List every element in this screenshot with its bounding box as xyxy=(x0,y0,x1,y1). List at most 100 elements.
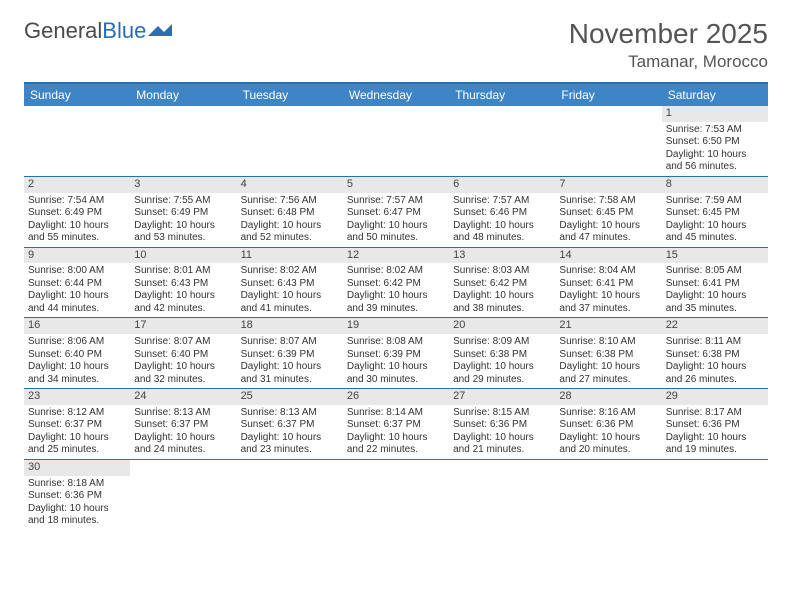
daylight-line: Daylight: 10 hours and 31 minutes. xyxy=(241,361,339,386)
calendar-day: 20Sunrise: 8:09 AMSunset: 6:38 PMDayligh… xyxy=(449,318,555,388)
daylight-line: Daylight: 10 hours and 41 minutes. xyxy=(241,290,339,315)
day-body: Sunrise: 7:55 AMSunset: 6:49 PMDaylight:… xyxy=(130,193,236,247)
calendar-empty xyxy=(24,106,130,176)
day-number: 30 xyxy=(24,460,130,476)
daylight-line: Daylight: 10 hours and 29 minutes. xyxy=(453,361,551,386)
logo-general: General xyxy=(24,18,102,43)
sunrise-line: Sunrise: 8:06 AM xyxy=(28,336,126,349)
day-number: 19 xyxy=(343,318,449,334)
calendar-day: 26Sunrise: 8:14 AMSunset: 6:37 PMDayligh… xyxy=(343,389,449,459)
daylight-line: Daylight: 10 hours and 50 minutes. xyxy=(347,220,445,245)
sunrise-line: Sunrise: 8:02 AM xyxy=(347,265,445,278)
calendar-week: 9Sunrise: 8:00 AMSunset: 6:44 PMDaylight… xyxy=(24,248,768,319)
sunrise-line: Sunrise: 7:57 AM xyxy=(347,195,445,208)
calendar-day: 3Sunrise: 7:55 AMSunset: 6:49 PMDaylight… xyxy=(130,177,236,247)
sunrise-line: Sunrise: 8:18 AM xyxy=(28,478,126,491)
sunset-line: Sunset: 6:46 PM xyxy=(453,207,551,220)
logo-blue: Blue xyxy=(102,18,146,43)
day-body: Sunrise: 8:02 AMSunset: 6:43 PMDaylight:… xyxy=(237,263,343,317)
day-body: Sunrise: 8:07 AMSunset: 6:40 PMDaylight:… xyxy=(130,334,236,388)
calendar-empty xyxy=(449,460,555,530)
calendar-empty xyxy=(662,460,768,530)
calendar-day: 9Sunrise: 8:00 AMSunset: 6:44 PMDaylight… xyxy=(24,248,130,318)
sunrise-line: Sunrise: 8:16 AM xyxy=(559,407,657,420)
daylight-line: Daylight: 10 hours and 34 minutes. xyxy=(28,361,126,386)
calendar-empty xyxy=(343,460,449,530)
sunrise-line: Sunrise: 8:12 AM xyxy=(28,407,126,420)
day-body: Sunrise: 8:13 AMSunset: 6:37 PMDaylight:… xyxy=(237,405,343,459)
sunset-line: Sunset: 6:40 PM xyxy=(134,349,232,362)
day-number: 5 xyxy=(343,177,449,193)
day-body: Sunrise: 8:05 AMSunset: 6:41 PMDaylight:… xyxy=(662,263,768,317)
calendar-day: 28Sunrise: 8:16 AMSunset: 6:36 PMDayligh… xyxy=(555,389,661,459)
day-number: 7 xyxy=(555,177,661,193)
day-number: 29 xyxy=(662,389,768,405)
sunrise-line: Sunrise: 7:55 AM xyxy=(134,195,232,208)
sunset-line: Sunset: 6:49 PM xyxy=(134,207,232,220)
calendar-day: 17Sunrise: 8:07 AMSunset: 6:40 PMDayligh… xyxy=(130,318,236,388)
weekday-header: SundayMondayTuesdayWednesdayThursdayFrid… xyxy=(24,84,768,106)
weekday-label: Monday xyxy=(130,84,236,106)
day-number: 11 xyxy=(237,248,343,264)
sunset-line: Sunset: 6:39 PM xyxy=(241,349,339,362)
calendar-empty xyxy=(555,460,661,530)
day-body: Sunrise: 8:18 AMSunset: 6:36 PMDaylight:… xyxy=(24,476,130,530)
calendar-week: 23Sunrise: 8:12 AMSunset: 6:37 PMDayligh… xyxy=(24,389,768,460)
sunrise-line: Sunrise: 8:13 AM xyxy=(241,407,339,420)
sunrise-line: Sunrise: 8:02 AM xyxy=(241,265,339,278)
daylight-line: Daylight: 10 hours and 19 minutes. xyxy=(666,432,764,457)
sunrise-line: Sunrise: 8:00 AM xyxy=(28,265,126,278)
daylight-line: Daylight: 10 hours and 55 minutes. xyxy=(28,220,126,245)
sunset-line: Sunset: 6:41 PM xyxy=(666,278,764,291)
day-body: Sunrise: 8:03 AMSunset: 6:42 PMDaylight:… xyxy=(449,263,555,317)
calendar-day: 6Sunrise: 7:57 AMSunset: 6:46 PMDaylight… xyxy=(449,177,555,247)
day-number: 18 xyxy=(237,318,343,334)
daylight-line: Daylight: 10 hours and 38 minutes. xyxy=(453,290,551,315)
day-body: Sunrise: 8:12 AMSunset: 6:37 PMDaylight:… xyxy=(24,405,130,459)
calendar-empty xyxy=(237,460,343,530)
calendar-week: 16Sunrise: 8:06 AMSunset: 6:40 PMDayligh… xyxy=(24,318,768,389)
calendar-day: 23Sunrise: 8:12 AMSunset: 6:37 PMDayligh… xyxy=(24,389,130,459)
day-body: Sunrise: 7:53 AMSunset: 6:50 PMDaylight:… xyxy=(662,122,768,176)
sunset-line: Sunset: 6:47 PM xyxy=(347,207,445,220)
daylight-line: Daylight: 10 hours and 48 minutes. xyxy=(453,220,551,245)
daylight-line: Daylight: 10 hours and 35 minutes. xyxy=(666,290,764,315)
sunset-line: Sunset: 6:48 PM xyxy=(241,207,339,220)
day-number: 24 xyxy=(130,389,236,405)
calendar-empty xyxy=(130,106,236,176)
calendar-day: 24Sunrise: 8:13 AMSunset: 6:37 PMDayligh… xyxy=(130,389,236,459)
calendar-day: 18Sunrise: 8:07 AMSunset: 6:39 PMDayligh… xyxy=(237,318,343,388)
sunset-line: Sunset: 6:37 PM xyxy=(134,419,232,432)
sunset-line: Sunset: 6:43 PM xyxy=(134,278,232,291)
weekday-label: Sunday xyxy=(24,84,130,106)
sunrise-line: Sunrise: 7:53 AM xyxy=(666,124,764,137)
calendar-day: 22Sunrise: 8:11 AMSunset: 6:38 PMDayligh… xyxy=(662,318,768,388)
sunset-line: Sunset: 6:37 PM xyxy=(347,419,445,432)
sunrise-line: Sunrise: 8:08 AM xyxy=(347,336,445,349)
calendar-day: 12Sunrise: 8:02 AMSunset: 6:42 PMDayligh… xyxy=(343,248,449,318)
day-body: Sunrise: 8:10 AMSunset: 6:38 PMDaylight:… xyxy=(555,334,661,388)
day-number: 12 xyxy=(343,248,449,264)
day-body: Sunrise: 8:15 AMSunset: 6:36 PMDaylight:… xyxy=(449,405,555,459)
day-body: Sunrise: 8:09 AMSunset: 6:38 PMDaylight:… xyxy=(449,334,555,388)
day-number: 14 xyxy=(555,248,661,264)
sunrise-line: Sunrise: 8:11 AM xyxy=(666,336,764,349)
sunrise-line: Sunrise: 7:58 AM xyxy=(559,195,657,208)
day-body: Sunrise: 8:02 AMSunset: 6:42 PMDaylight:… xyxy=(343,263,449,317)
calendar-week: 1Sunrise: 7:53 AMSunset: 6:50 PMDaylight… xyxy=(24,106,768,177)
day-body: Sunrise: 7:58 AMSunset: 6:45 PMDaylight:… xyxy=(555,193,661,247)
daylight-line: Daylight: 10 hours and 21 minutes. xyxy=(453,432,551,457)
sunset-line: Sunset: 6:38 PM xyxy=(559,349,657,362)
sunrise-line: Sunrise: 8:15 AM xyxy=(453,407,551,420)
calendar-day: 7Sunrise: 7:58 AMSunset: 6:45 PMDaylight… xyxy=(555,177,661,247)
day-number: 10 xyxy=(130,248,236,264)
day-number: 28 xyxy=(555,389,661,405)
sunset-line: Sunset: 6:42 PM xyxy=(453,278,551,291)
day-body: Sunrise: 8:11 AMSunset: 6:38 PMDaylight:… xyxy=(662,334,768,388)
sunrise-line: Sunrise: 7:54 AM xyxy=(28,195,126,208)
calendar-day: 2Sunrise: 7:54 AMSunset: 6:49 PMDaylight… xyxy=(24,177,130,247)
sunset-line: Sunset: 6:42 PM xyxy=(347,278,445,291)
day-number: 13 xyxy=(449,248,555,264)
day-body: Sunrise: 7:57 AMSunset: 6:47 PMDaylight:… xyxy=(343,193,449,247)
header: GeneralBlue November 2025 Tamanar, Moroc… xyxy=(24,18,768,72)
